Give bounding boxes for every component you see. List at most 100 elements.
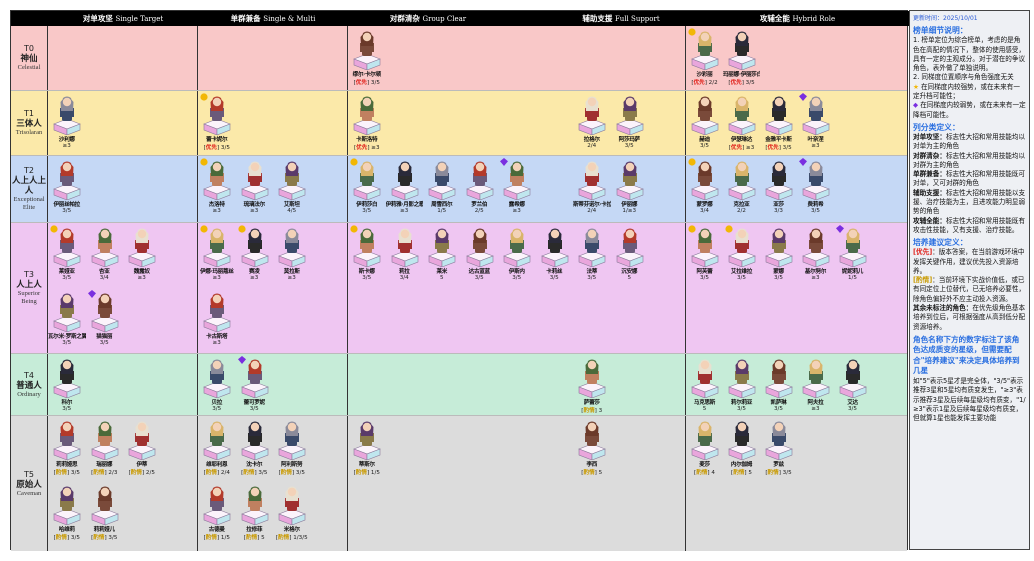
column-title-en: Full Support — [614, 15, 660, 23]
character-name: 蕾卡妮尔 — [206, 137, 228, 143]
character-card[interactable]: 莱娅亚 3/5 — [48, 223, 86, 288]
character-card[interactable]: 拉修菲 [酌情] 5 — [236, 481, 274, 546]
character-card[interactable]: 罗兰伯 2/5 — [461, 156, 499, 221]
character-sprite — [765, 421, 793, 460]
character-card[interactable]: 伊娜·玛丽蔻丝 ≥3 — [198, 223, 236, 288]
character-card[interactable]: 艾拉维拉 3/5 — [723, 223, 760, 288]
character-card[interactable]: 米格尔 [酌情] 1/3/5 — [273, 481, 311, 546]
character-name: 罗兹 — [773, 462, 784, 468]
character-card[interactable]: 沙利娜 ≥3 — [48, 91, 86, 156]
character-card[interactable]: 杰洛特 ≥3 — [198, 156, 236, 221]
character-card[interactable]: 缪尔·卡尔顿 [优先] 3/5 — [348, 26, 386, 91]
character-card[interactable]: 维耶利恩 [酌情] 2/4 — [198, 416, 236, 481]
fall-legend: ◆ 在同梯度内较弱势，或在未来有一定降档可能性。 — [913, 101, 1026, 120]
character-card[interactable]: 瓦尔米·罗斯之翼 3/5 — [48, 288, 86, 353]
character-card[interactable]: 莉拉 3/4 — [386, 223, 424, 288]
character-card[interactable]: 蒙罗娜 3/4 — [686, 156, 723, 221]
rise-star-icon — [200, 93, 208, 101]
character-card[interactable]: 麦莎 [酌情] 4 — [686, 416, 723, 481]
character-card[interactable]: 沉安娜 5 — [611, 223, 649, 288]
character-card[interactable]: 莫拉斯 ≥3 — [273, 223, 311, 288]
character-card[interactable]: 蕾卡妮尔 [优先] 3/5 — [198, 91, 236, 156]
star-requirement: [酌情] 1/5 — [353, 470, 380, 476]
character-card[interactable]: 阿利斯努 [酌情] 3/5 — [273, 416, 311, 481]
character-name: 哈维莉 — [58, 527, 75, 533]
character-card[interactable]: 罗兹 [酌情] 3/5 — [760, 416, 797, 481]
star-value: 5 — [598, 470, 603, 476]
character-name: 猫猫丽 — [96, 334, 113, 340]
character-card[interactable]: 猫猫丽 3/5 — [86, 288, 124, 353]
character-card[interactable]: 阿莎玛萨 3/5 — [611, 91, 649, 156]
character-card[interactable]: 贝拉 3/5 — [198, 354, 236, 419]
character-sprite — [765, 96, 793, 135]
character-card[interactable]: 露希娜 ≥3 — [498, 156, 536, 221]
character-card[interactable]: 哈维莉 [酌情] 3/5 — [48, 481, 86, 546]
star-value: ≥3 — [137, 275, 146, 281]
character-card[interactable]: 魏露奴 ≥3 — [123, 223, 161, 288]
character-card[interactable]: 金雅平卡斯 [优先] 3/5 — [760, 91, 797, 156]
character-card[interactable]: 艾斯坦 4/5 — [273, 156, 311, 221]
character-card[interactable]: 沙彩丽 [优先] 2/2 — [686, 26, 723, 91]
character-card[interactable]: 亚莎 3/3 — [760, 156, 797, 221]
character-card[interactable]: 蒙娜 3/5 — [760, 223, 797, 288]
character-card[interactable]: 阿夫拉 ≥3 — [797, 354, 834, 419]
character-card[interactable]: 伊丽娜 1/≥3 — [611, 156, 649, 221]
character-card[interactable]: 卡古斯塔 ≥3 — [198, 288, 236, 353]
character-card[interactable]: 妮妮莉儿 1/5 — [834, 223, 871, 288]
character-card[interactable]: 杏亚 3/4 — [86, 223, 124, 288]
character-card[interactable]: 瑞丽娜 [酌情] 2/3 — [86, 416, 124, 481]
character-card[interactable]: 费莉希 3/5 — [797, 156, 834, 221]
character-card[interactable]: 阿芙蕾 3/5 — [686, 223, 723, 288]
character-card[interactable]: 法蒂 3/5 — [573, 223, 611, 288]
character-card[interactable]: 伊丽丝帕拉 3/5 — [48, 156, 86, 221]
character-card[interactable]: 叶奈涅 ≥3 — [797, 91, 834, 156]
character-card[interactable]: 莉尔莉亚 3/5 — [723, 354, 760, 419]
character-card[interactable]: 基尔努尔 ≥3 — [797, 223, 834, 288]
character-card[interactable]: 李西 [酌情] 5 — [573, 416, 611, 481]
character-card[interactable]: 莱米 5 — [423, 223, 461, 288]
character-card[interactable]: 伊莉雅·月影之歌 ≥3 — [386, 156, 423, 221]
character-card[interactable]: 马克思斯 5 — [686, 354, 723, 419]
stars-text: 如"5"表示5星才是完全体，"3/5"表示推荐3星和5星均有质变发生，"≥3"表… — [913, 376, 1026, 423]
character-card[interactable]: 伊瑟琳达 [优先] ≥3 — [723, 91, 760, 156]
character-card[interactable]: 萨蕾莎 [酌情] 3 — [573, 354, 611, 419]
character-card[interactable]: 玛丽娜·伊丽莎白 [优先] 3/5 — [723, 26, 760, 91]
column-title-en: Single Target — [115, 15, 164, 23]
character-card[interactable]: 莉莉娅儿 [酌情] 3/5 — [86, 481, 124, 546]
character-sprite — [691, 421, 719, 460]
character-card[interactable]: 伊莉莎白 3/5 — [348, 156, 386, 221]
star-value: 3/5 — [62, 208, 72, 214]
star-requirement: 3/5 — [760, 275, 797, 281]
character-card[interactable]: 琉璃法尔 ≥3 — [236, 156, 274, 221]
character-card[interactable]: 莉莉娅思 [酌情] 3/5 — [48, 416, 86, 481]
training-tag: 酌情 — [205, 470, 217, 476]
training-tag: 优先 — [693, 80, 705, 86]
character-card[interactable]: 卡莉丝 3/5 — [536, 223, 574, 288]
character-sprite — [615, 228, 644, 267]
star-value: 2/4 — [587, 143, 597, 149]
character-card[interactable]: 艾达 3/5 — [834, 354, 871, 419]
character-card[interactable]: 赫迪 3/5 — [686, 91, 723, 156]
character-card[interactable]: 沈卡尔 [酌情] 3/5 — [236, 416, 274, 481]
character-card[interactable]: 达古蓝蓝 3/5 — [461, 223, 499, 288]
star-value: 2/5 — [145, 470, 155, 476]
character-card[interactable]: 科尔 3/5 — [48, 354, 86, 419]
character-card[interactable]: 斯蒂芬诺尔·卡拉尔 2/4 — [573, 156, 611, 221]
character-card[interactable]: 蕾可罗妮 3/5 — [236, 354, 274, 419]
character-card[interactable]: 克拉亚 2/2 — [723, 156, 760, 221]
character-card[interactable]: 赛凌 ≥3 — [236, 223, 274, 288]
character-card[interactable]: 卡斯洛特 [优先] ≥3 — [348, 91, 386, 156]
character-card[interactable]: 周雪西尔 1/5 — [423, 156, 461, 221]
star-value: 3/5 — [370, 80, 380, 86]
character-card[interactable]: 内尔伽姆 [酌情] 5 — [723, 416, 760, 481]
character-card[interactable]: 凯萨琳 3/5 — [760, 354, 797, 419]
character-card[interactable]: 拉格尔 2/4 — [573, 91, 611, 156]
character-card[interactable]: 伊斯内 3/5 — [498, 223, 536, 288]
character-card[interactable]: 斯卡娜 3/5 — [348, 223, 386, 288]
character-card[interactable]: 古德曼 [酌情] 1/5 — [198, 481, 236, 546]
column-def: 攻辅全能：标志性大招和常用技能既有攻击性技能，又有支援、治疗技能。 — [913, 217, 1026, 236]
character-card[interactable]: 伊蒂 [酌情] 2/5 — [123, 416, 161, 481]
character-sprite — [90, 293, 119, 332]
star-value: 5 — [261, 535, 265, 541]
character-card[interactable]: 蒂斯尔 [酌情] 1/5 — [348, 416, 386, 481]
